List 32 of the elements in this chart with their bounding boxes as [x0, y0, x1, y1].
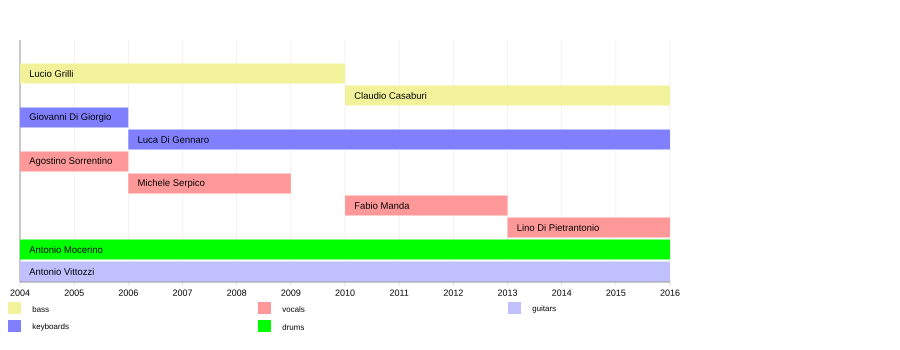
bar [128, 173, 291, 194]
x-tick-label: 2005 [64, 290, 84, 296]
bar [345, 195, 508, 216]
x-tick-label: 2004 [10, 290, 30, 296]
x-tick-label: 2007 [172, 290, 192, 296]
y-tick-label: Lucio Grilli [30, 70, 73, 77]
x-tick-label: 2014 [552, 290, 572, 296]
x-tick-label: 2009 [281, 290, 300, 296]
bar [20, 107, 128, 128]
y-tick-label: Lino Di Pietrantonio [517, 224, 599, 231]
x-tick-label: 2013 [498, 290, 518, 296]
y-tick-label: Fabio Manda [354, 202, 410, 209]
x-tick-label: 2010 [335, 290, 355, 296]
x-tick-label: 2016 [660, 290, 680, 296]
y-tick-label: Agostino Sorrentino [29, 157, 112, 166]
x-tick-label: 2008 [227, 290, 246, 296]
x-tick-label: 2011 [390, 290, 408, 296]
x-tick-label: 2012 [444, 290, 463, 296]
y-tick-label: Luca Di Gennaro [138, 136, 209, 143]
x-tick-label: 2006 [118, 290, 138, 296]
bar [20, 151, 128, 172]
y-tick-label: Michele Serpico [138, 179, 204, 188]
y-tick-label: Giovanni Di Giorgio [30, 113, 111, 122]
bar [128, 129, 670, 150]
y-tick-label: Claudio Casaburi [354, 92, 426, 99]
bar [20, 63, 346, 84]
y-tick-label: Antonio Mocerino [29, 246, 102, 253]
bar [20, 239, 670, 260]
bar [508, 217, 670, 238]
y-tick-label: Antonio Vittozzi [29, 268, 94, 275]
bar [345, 85, 670, 106]
x-tick-label: 2015 [606, 290, 626, 296]
